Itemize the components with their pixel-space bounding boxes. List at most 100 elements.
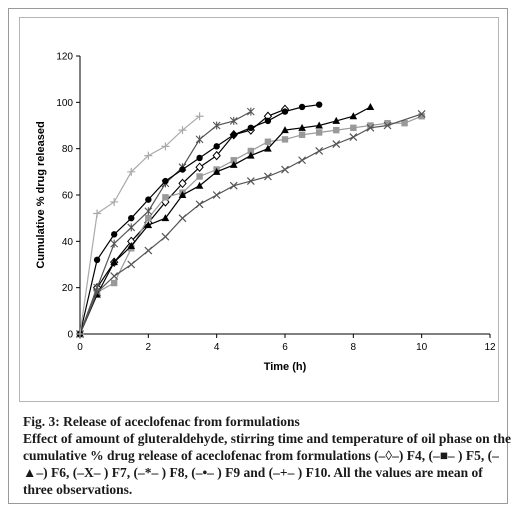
y-tick-label: 20 bbox=[62, 283, 74, 294]
data-point bbox=[298, 123, 306, 131]
data-point bbox=[315, 129, 323, 136]
x-tick-label: 8 bbox=[351, 342, 357, 353]
data-point bbox=[110, 197, 119, 206]
data-point bbox=[315, 101, 323, 108]
data-point bbox=[366, 123, 375, 132]
data-point bbox=[93, 256, 101, 264]
data-point bbox=[76, 330, 84, 338]
data-point bbox=[127, 241, 136, 249]
data-point bbox=[247, 124, 255, 132]
data-point bbox=[247, 151, 255, 159]
data-point bbox=[213, 143, 220, 150]
data-point bbox=[246, 107, 255, 116]
figure-frame: 0 20 40 60 80 100 120 0 2 4 6 8 10 12 Time (h) Cumula… bbox=[8, 8, 511, 504]
x-tick-label: 0 bbox=[77, 342, 83, 353]
data-point bbox=[332, 116, 341, 124]
y-tick-label: 40 bbox=[62, 237, 74, 248]
data-point bbox=[212, 167, 221, 175]
data-point bbox=[161, 232, 170, 241]
data-point bbox=[178, 178, 187, 189]
data-point bbox=[229, 160, 238, 168]
data-point bbox=[418, 113, 425, 120]
data-point bbox=[110, 239, 119, 248]
data-point bbox=[110, 279, 118, 287]
data-point bbox=[333, 126, 340, 134]
data-point bbox=[144, 207, 153, 216]
data-point bbox=[264, 117, 272, 125]
data-point bbox=[229, 181, 238, 190]
data-point bbox=[162, 194, 169, 201]
axes: 0 20 40 60 80 100 120 0 2 4 6 8 10 12 bbox=[56, 52, 496, 354]
caption-body: Effect of amount of gluteraldehyde, stir… bbox=[23, 431, 511, 497]
series-f10 bbox=[76, 112, 204, 338]
data-point bbox=[384, 119, 391, 127]
data-point bbox=[281, 136, 289, 143]
data-point bbox=[315, 121, 323, 129]
data-point bbox=[246, 177, 255, 186]
data-point bbox=[281, 165, 289, 174]
y-axis-label: Cumulative % drug released bbox=[35, 121, 47, 268]
data-point bbox=[417, 109, 426, 118]
data-point bbox=[161, 214, 170, 222]
y-tick-label: 100 bbox=[56, 98, 73, 109]
data-point bbox=[144, 151, 153, 160]
data-point bbox=[195, 162, 204, 172]
data-point bbox=[145, 214, 152, 222]
data-point bbox=[315, 147, 324, 155]
data-point bbox=[144, 221, 153, 229]
series-f6 bbox=[76, 102, 375, 337]
data-point bbox=[195, 181, 204, 189]
data-point bbox=[401, 119, 408, 127]
y-tick-label: 120 bbox=[56, 52, 73, 63]
x-tick-label: 10 bbox=[416, 342, 428, 353]
caption-title: Fig. 3: Release of aceclofenac from form… bbox=[23, 414, 300, 429]
series-f9 bbox=[76, 101, 323, 338]
data-point bbox=[281, 126, 289, 134]
y-tick-label: 80 bbox=[62, 144, 74, 155]
data-point bbox=[298, 156, 307, 165]
x-tick-label: 12 bbox=[484, 342, 496, 353]
data-point bbox=[162, 177, 169, 185]
data-point bbox=[145, 196, 152, 203]
data-point bbox=[349, 133, 358, 142]
chart-area: 0 20 40 60 80 100 120 0 2 4 6 8 10 12 Time (h) Cumula… bbox=[19, 17, 499, 402]
data-point bbox=[247, 147, 255, 155]
series-line bbox=[79, 108, 286, 335]
series-f7 bbox=[76, 109, 426, 338]
data-point bbox=[263, 172, 272, 181]
data-point bbox=[196, 173, 203, 180]
data-point bbox=[178, 126, 187, 135]
series-f4 bbox=[75, 104, 290, 339]
data-point bbox=[383, 121, 392, 130]
data-point bbox=[110, 272, 119, 281]
series-line bbox=[79, 115, 200, 335]
x-axis-label: Time (h) bbox=[264, 361, 307, 373]
data-point bbox=[110, 231, 118, 238]
data-point bbox=[332, 140, 341, 148]
y-tick-label: 0 bbox=[67, 330, 73, 341]
y-tick-label: 60 bbox=[62, 191, 74, 202]
data-point bbox=[195, 135, 204, 144]
data-point bbox=[196, 154, 203, 162]
data-point bbox=[349, 112, 358, 120]
data-point bbox=[230, 157, 237, 164]
data-point bbox=[350, 124, 357, 132]
data-point bbox=[144, 246, 153, 255]
data-point bbox=[178, 214, 187, 223]
data-point bbox=[110, 258, 118, 266]
data-point bbox=[195, 200, 204, 209]
data-point bbox=[178, 191, 187, 198]
data-point bbox=[212, 150, 221, 161]
data-point bbox=[195, 112, 204, 121]
figure-caption: Fig. 3: Release of aceclofenac from form… bbox=[23, 413, 513, 498]
series-layer bbox=[75, 101, 426, 339]
data-point bbox=[161, 142, 170, 151]
x-tick-label: 4 bbox=[214, 342, 220, 353]
data-point bbox=[212, 191, 221, 199]
data-point bbox=[93, 283, 101, 292]
data-point bbox=[229, 116, 238, 125]
x-tick-label: 6 bbox=[282, 342, 288, 353]
data-point bbox=[230, 131, 237, 138]
line-chart: 0 20 40 60 80 100 120 0 2 4 6 8 10 12 Time (h) Cumula… bbox=[35, 52, 496, 374]
x-tick-label: 2 bbox=[146, 342, 152, 353]
